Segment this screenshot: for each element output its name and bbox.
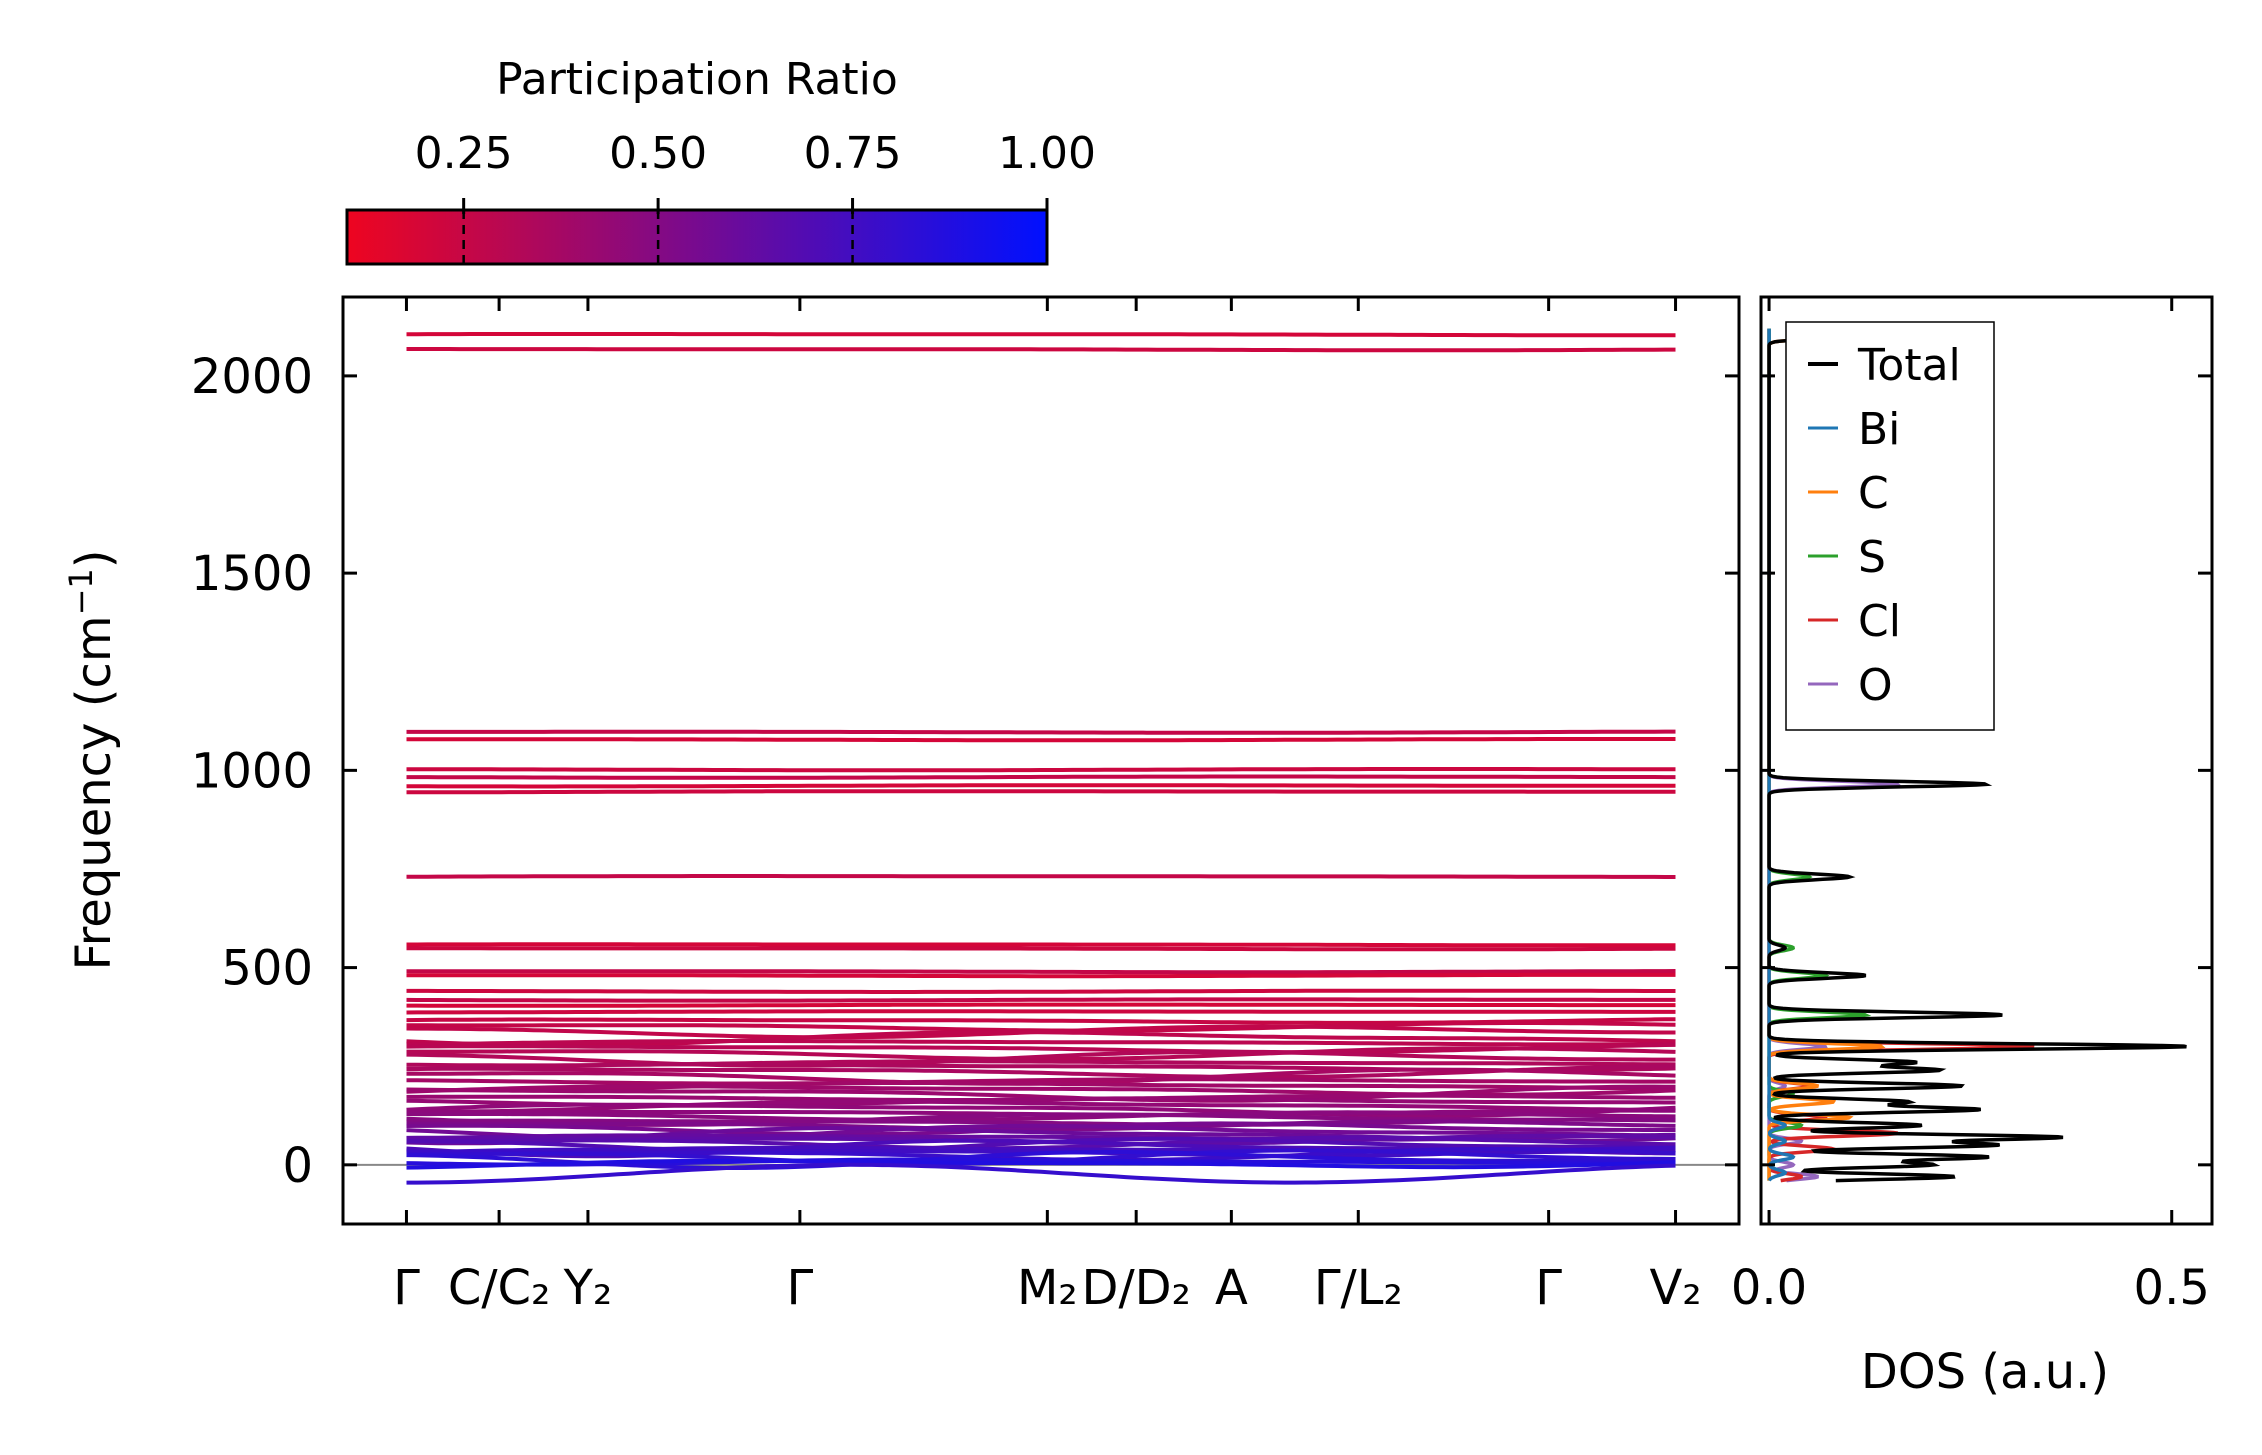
band-high (406, 997, 1676, 1003)
legend-label-total: Total (1857, 340, 1961, 391)
legend-label-cl: Cl (1858, 596, 1901, 647)
dos-x-tick-label: 0.5 (2134, 1260, 2210, 1316)
k-point-label: Γ (1535, 1260, 1562, 1316)
dos-series-total (1767, 326, 2187, 1183)
y-tick-label: 2000 (191, 349, 313, 405)
band-mid (406, 1084, 1676, 1103)
colorbar-tick-label: 0.75 (804, 128, 902, 179)
k-point-label: A (1215, 1260, 1248, 1316)
y-tick-label: 1000 (191, 743, 313, 799)
band-high (406, 969, 1676, 975)
band-mid (406, 1064, 1676, 1079)
legend-label-o: O (1858, 660, 1893, 711)
band-high (406, 347, 1676, 353)
y-tick-label: 1500 (191, 546, 313, 602)
colorbar-tick-label: 0.50 (609, 128, 707, 179)
dos-x-tick-label: 0.0 (1731, 1260, 1807, 1316)
colorbar-tick-label: 1.00 (998, 128, 1096, 179)
band-lines (343, 332, 1739, 1185)
band-high (406, 942, 1676, 948)
band-low (406, 1158, 1676, 1170)
band-mid (406, 1102, 1676, 1118)
y-tick-label: 0 (282, 1138, 313, 1194)
dos-x-axis: 0.0 0.5 (1731, 297, 2212, 1316)
band-mid (406, 1077, 1676, 1086)
band-mid (406, 1099, 1676, 1114)
legend-label-s: S (1858, 532, 1886, 583)
band-high (406, 774, 1676, 780)
k-point-label: Γ (786, 1260, 813, 1316)
colorbar-title: Participation Ratio (496, 54, 898, 105)
dos-plot-frame (1759, 295, 2214, 1226)
band-high (406, 1002, 1676, 1008)
band-high (406, 767, 1676, 773)
dos-lines (1767, 326, 2187, 1183)
k-point-label: Γ/L₂ (1314, 1260, 1403, 1316)
k-point-label: C/C₂ (448, 1260, 550, 1316)
k-point-label: Y₂ (563, 1260, 613, 1316)
k-point-label: D/D₂ (1082, 1260, 1191, 1316)
band-high (406, 1009, 1676, 1015)
band-mid (406, 1046, 1676, 1062)
dos-legend: Total Bi CS Cl O (1785, 321, 1995, 731)
band-mid (406, 1039, 1676, 1047)
colorbar-tick-label: 0.25 (415, 128, 513, 179)
legend-label-c: C (1858, 468, 1889, 519)
band-mid (406, 1050, 1676, 1068)
band-high (406, 332, 1676, 338)
k-point-label: V₂ (1650, 1260, 1702, 1316)
band-high (406, 972, 1676, 979)
legend-frame (1785, 321, 1995, 731)
band-low (406, 1121, 1676, 1137)
band-high (406, 783, 1676, 789)
band-high (406, 988, 1676, 994)
legend-label-bi: Bi (1858, 404, 1900, 455)
band-y-axis: 0 500 1000 1500 2000 (191, 349, 1739, 1194)
colorbar-gradient (345, 208, 1049, 266)
band-plot-frame (341, 295, 1741, 1226)
colorbar-ticks: 0.25 0.50 0.75 1.00 (415, 128, 1096, 264)
band-high (406, 737, 1676, 743)
y-tick-label: 500 (221, 941, 313, 997)
band-y-axis-label: Frequency (cm−1) (62, 549, 122, 970)
k-point-label: M₂ (1017, 1260, 1078, 1316)
band-high (406, 874, 1676, 879)
dos-x-axis-label: DOS (a.u.) (1861, 1344, 2109, 1400)
band-high (406, 789, 1676, 795)
band-high (406, 946, 1676, 952)
band-x-axis: Γ C/C₂ Y₂ Γ M₂ D/D₂ A Γ/L₂ Γ V₂ (393, 297, 1702, 1316)
dos-panel: 0.0 0.5 DOS (a.u.) Total Bi CS Cl O (1731, 295, 2214, 1400)
band-mid (406, 1110, 1676, 1122)
k-point-label: Γ (393, 1260, 420, 1316)
colorbar: Participation Ratio 0.25 0.50 0.75 1.00 (345, 54, 1096, 266)
band-low (406, 1157, 1676, 1167)
band-acoustic (406, 1162, 1676, 1185)
band-high (406, 729, 1676, 735)
